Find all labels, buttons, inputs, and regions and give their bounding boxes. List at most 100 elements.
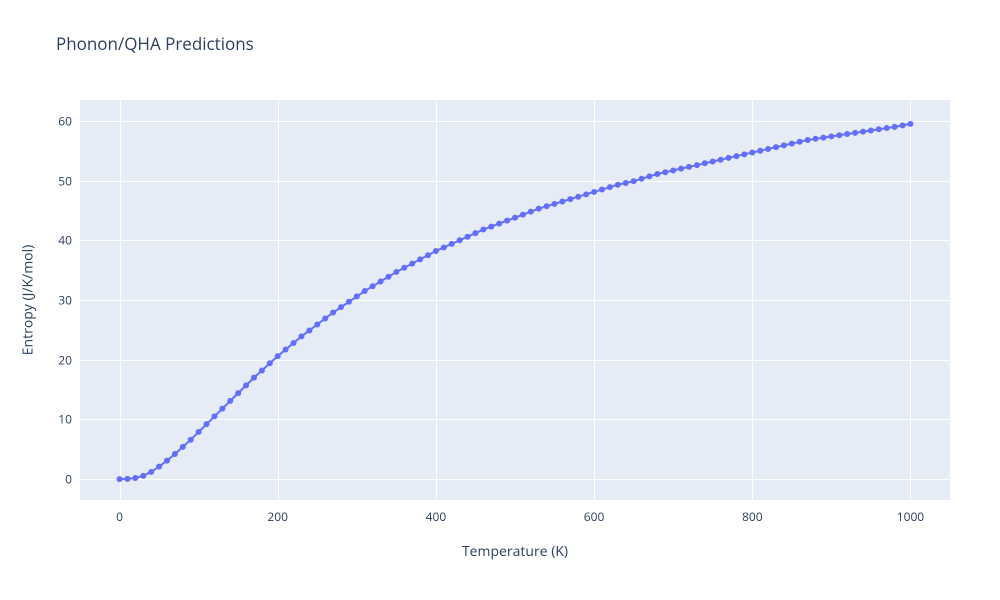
data-point[interactable] [797, 139, 803, 145]
data-point[interactable] [322, 316, 328, 322]
data-point[interactable] [615, 182, 621, 188]
data-point[interactable] [686, 164, 692, 170]
data-point[interactable] [488, 224, 494, 230]
data-point[interactable] [718, 157, 724, 163]
data-point[interactable] [449, 241, 455, 247]
data-point[interactable] [465, 234, 471, 240]
data-point[interactable] [441, 244, 447, 250]
data-point[interactable] [409, 261, 415, 267]
data-point[interactable] [544, 203, 550, 209]
data-point[interactable] [227, 398, 233, 404]
data-point[interactable] [813, 136, 819, 142]
data-point[interactable] [346, 299, 352, 305]
data-point[interactable] [907, 121, 913, 127]
data-point[interactable] [117, 476, 123, 482]
data-point[interactable] [188, 437, 194, 443]
data-point[interactable] [425, 252, 431, 258]
data-point[interactable] [235, 390, 241, 396]
data-point[interactable] [536, 206, 542, 212]
data-point[interactable] [401, 265, 407, 271]
data-point[interactable] [283, 347, 289, 353]
data-point[interactable] [520, 212, 526, 218]
plot-area[interactable] [80, 100, 950, 500]
data-point[interactable] [124, 476, 130, 482]
data-point[interactable] [631, 178, 637, 184]
data-point[interactable] [148, 469, 154, 475]
data-point[interactable] [251, 375, 257, 381]
data-point[interactable] [164, 458, 170, 464]
data-point[interactable] [457, 237, 463, 243]
data-point[interactable] [868, 127, 874, 133]
data-point[interactable] [828, 133, 834, 139]
data-point[interactable] [702, 160, 708, 166]
data-point[interactable] [275, 353, 281, 359]
data-point[interactable] [726, 155, 732, 161]
data-point[interactable] [472, 230, 478, 236]
data-point[interactable] [243, 382, 249, 388]
data-point[interactable] [741, 151, 747, 157]
data-point[interactable] [330, 310, 336, 316]
data-point[interactable] [678, 166, 684, 172]
data-point[interactable] [749, 150, 755, 156]
data-point[interactable] [662, 169, 668, 175]
data-point[interactable] [393, 269, 399, 275]
data-point[interactable] [211, 413, 217, 419]
data-point[interactable] [567, 196, 573, 202]
data-point[interactable] [196, 429, 202, 435]
data-point[interactable] [417, 256, 423, 262]
data-point[interactable] [892, 124, 898, 130]
data-point[interactable] [306, 327, 312, 333]
data-point[interactable] [156, 464, 162, 470]
data-point[interactable] [314, 321, 320, 327]
data-point[interactable] [140, 473, 146, 479]
data-point[interactable] [259, 367, 265, 373]
data-point[interactable] [852, 130, 858, 136]
data-point[interactable] [670, 167, 676, 173]
data-point[interactable] [710, 158, 716, 164]
data-point[interactable] [362, 288, 368, 294]
data-point[interactable] [204, 421, 210, 427]
data-point[interactable] [836, 132, 842, 138]
data-point[interactable] [370, 283, 376, 289]
data-point[interactable] [496, 221, 502, 227]
data-point[interactable] [820, 135, 826, 141]
data-point[interactable] [180, 444, 186, 450]
data-point[interactable] [639, 176, 645, 182]
data-point[interactable] [433, 248, 439, 254]
data-point[interactable] [378, 278, 384, 284]
data-point[interactable] [733, 153, 739, 159]
data-point[interactable] [552, 201, 558, 207]
data-point[interactable] [884, 125, 890, 131]
data-point[interactable] [805, 137, 811, 143]
entropy-series[interactable] [80, 100, 950, 500]
data-point[interactable] [267, 360, 273, 366]
data-point[interactable] [860, 129, 866, 135]
data-point[interactable] [504, 218, 510, 224]
data-point[interactable] [654, 171, 660, 177]
data-point[interactable] [900, 122, 906, 128]
data-point[interactable] [599, 187, 605, 193]
data-point[interactable] [623, 180, 629, 186]
data-point[interactable] [298, 333, 304, 339]
data-point[interactable] [291, 340, 297, 346]
data-point[interactable] [575, 194, 581, 200]
data-point[interactable] [844, 131, 850, 137]
data-point[interactable] [480, 227, 486, 233]
data-point[interactable] [583, 191, 589, 197]
data-point[interactable] [781, 142, 787, 148]
data-point[interactable] [385, 274, 391, 280]
data-point[interactable] [773, 144, 779, 150]
data-point[interactable] [789, 141, 795, 147]
data-point[interactable] [559, 198, 565, 204]
data-point[interactable] [765, 146, 771, 152]
data-point[interactable] [607, 184, 613, 190]
data-point[interactable] [646, 173, 652, 179]
data-point[interactable] [757, 148, 763, 154]
data-point[interactable] [338, 304, 344, 310]
data-point[interactable] [528, 209, 534, 215]
data-point[interactable] [354, 293, 360, 299]
data-point[interactable] [591, 189, 597, 195]
data-point[interactable] [219, 406, 225, 412]
data-point[interactable] [172, 451, 178, 457]
data-point[interactable] [512, 215, 518, 221]
